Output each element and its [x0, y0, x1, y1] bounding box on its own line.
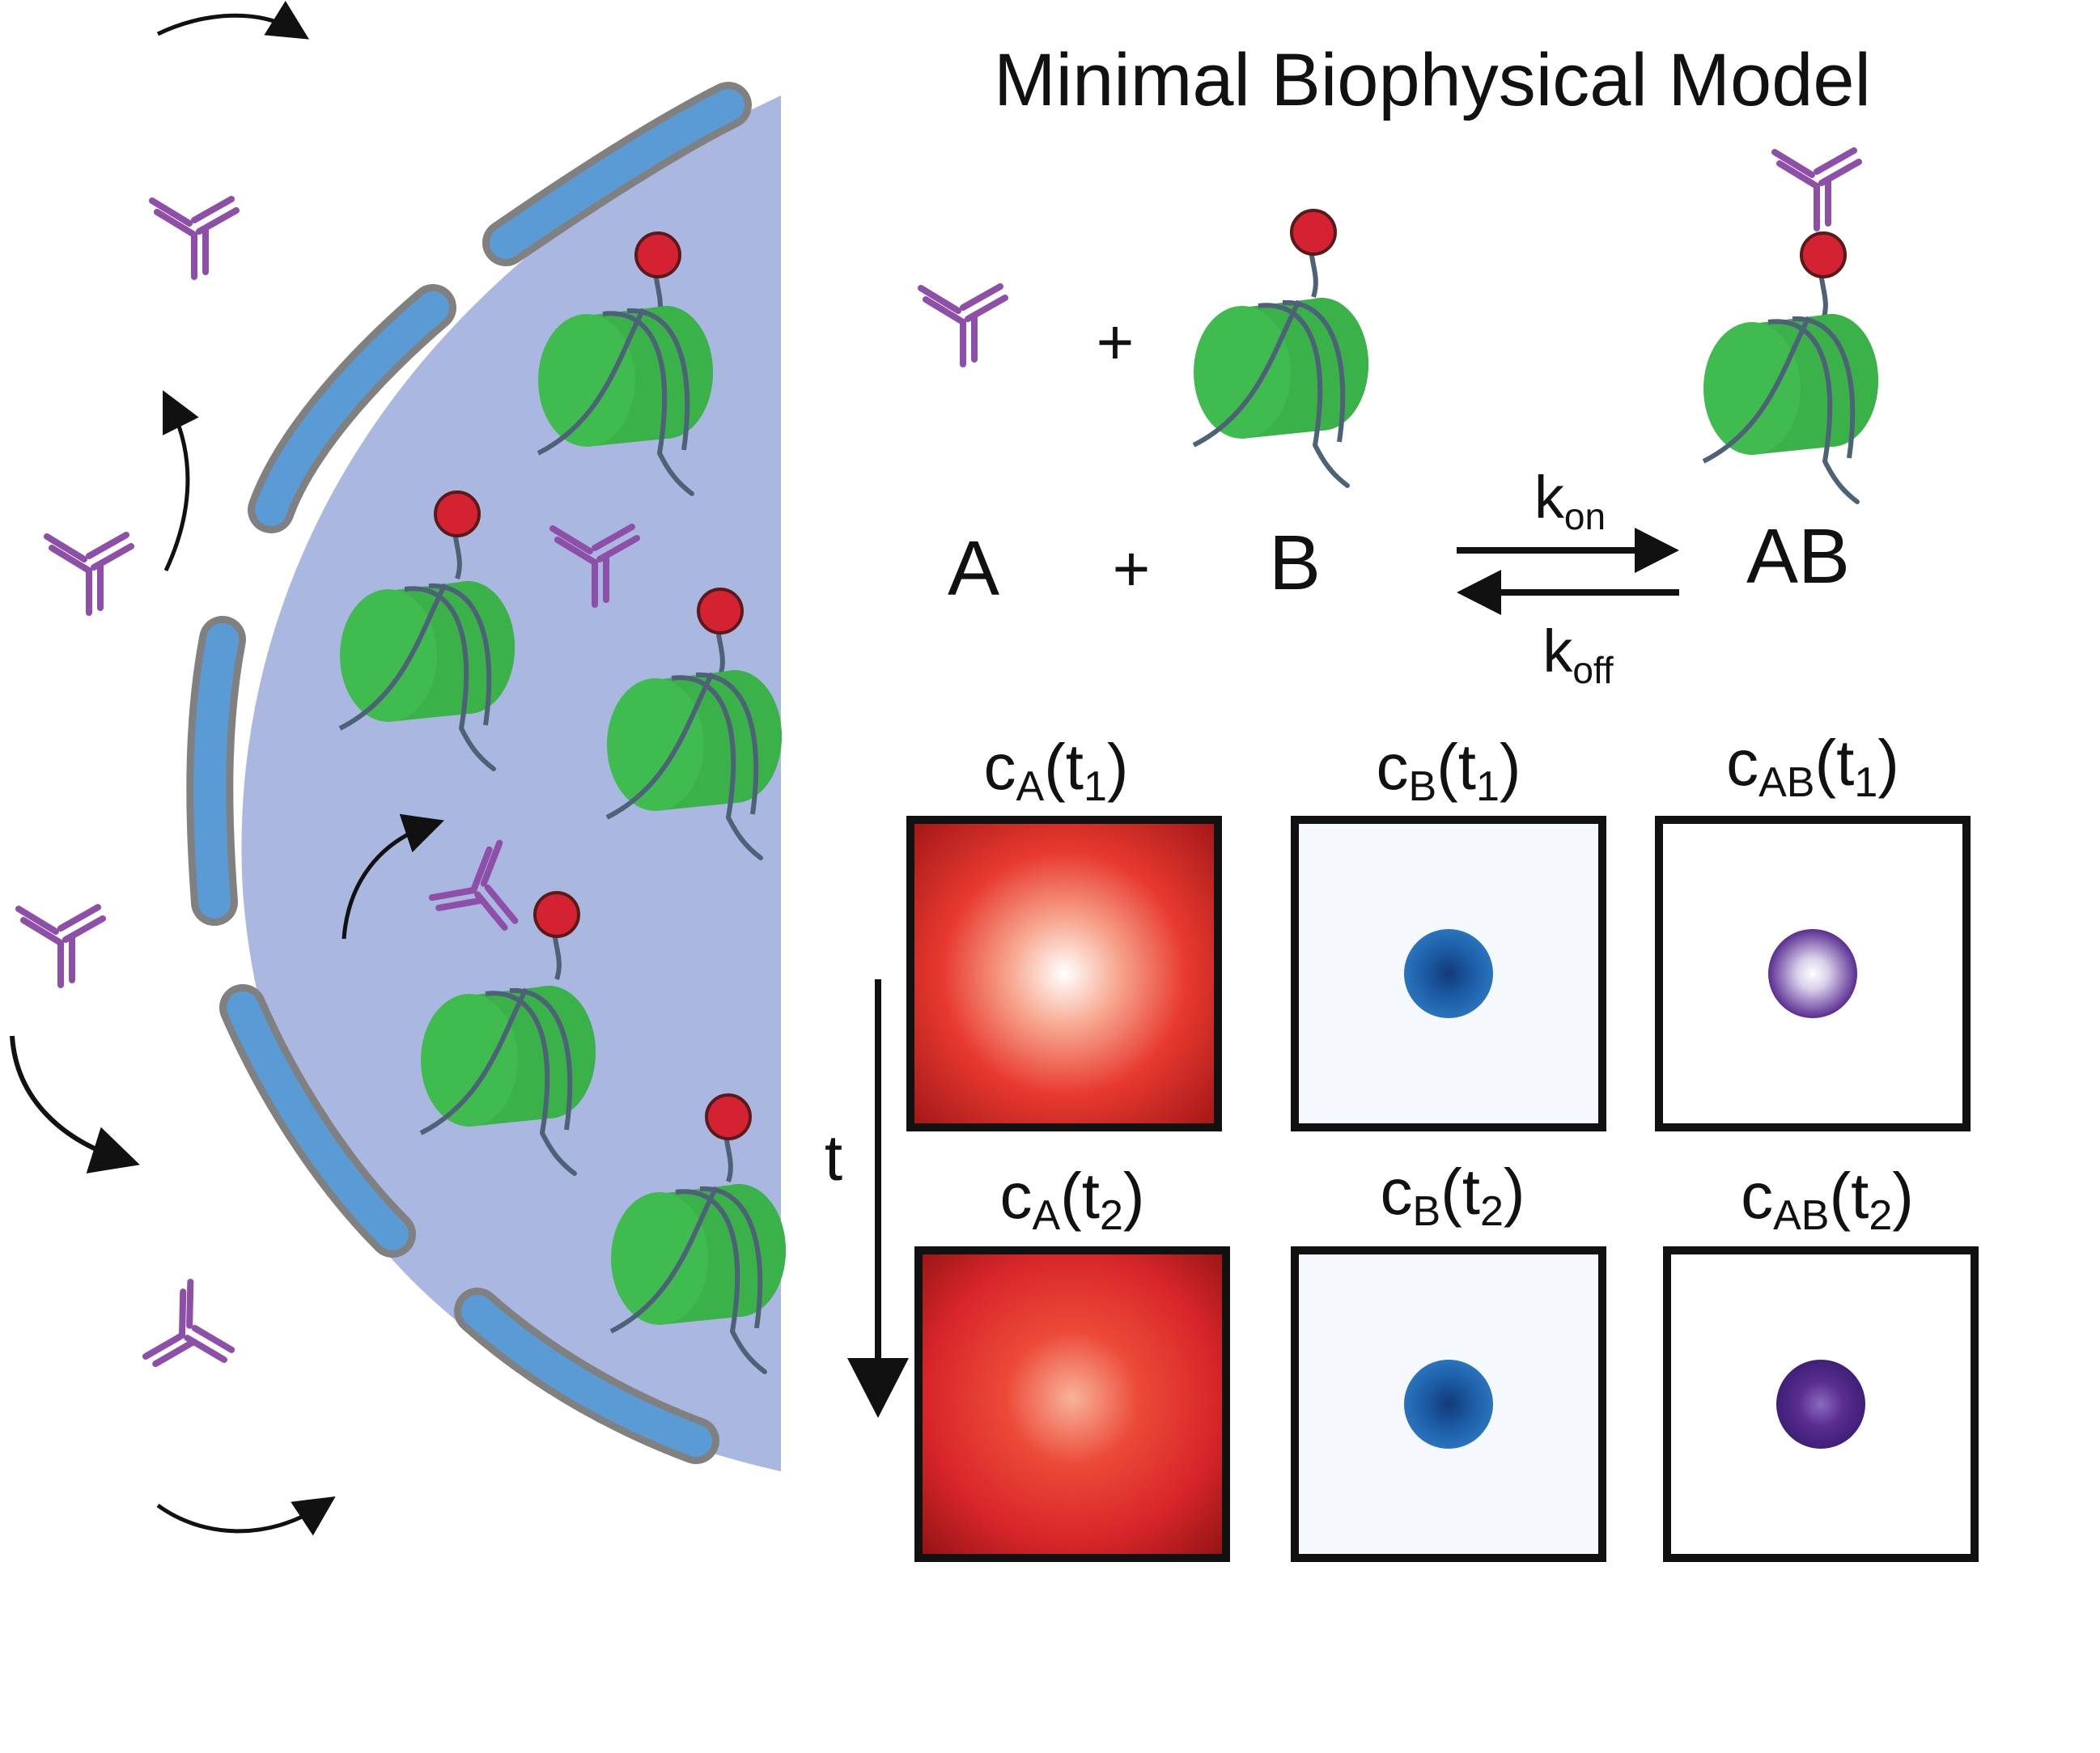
antibody-icon [125, 1281, 234, 1393]
nucleosome-spot [1404, 1360, 1493, 1449]
nuclear-envelope [186, 82, 752, 1464]
concentration-panel-ca-t1 [906, 816, 1222, 1131]
plus-sign: + [1097, 306, 1135, 378]
panel-title-cab-t2: cAB(t2) [1741, 1160, 1914, 1239]
panel-title-cb-t2: cB(t2) [1380, 1156, 1525, 1235]
k-on-label: kon [1534, 464, 1606, 537]
diffusion-arrow-icon [163, 390, 199, 572]
panel-title-cb-t1: cB(t1) [1376, 731, 1521, 810]
complex-spot [1768, 929, 1857, 1018]
reverse-arrowhead [1457, 570, 1501, 615]
diffusion-arrow-icon [10, 1035, 140, 1174]
diffusion-arrow-icon [342, 813, 444, 940]
time-axis-label: t [825, 1122, 842, 1194]
species-b-label: B [1269, 520, 1321, 606]
diffusion-arrow-icon [156, 0, 309, 40]
nucleosome-spot [1404, 929, 1493, 1018]
time-axis: t [825, 979, 909, 1418]
panel-title-cab-t1: cAB(t1) [1726, 727, 1899, 806]
concentration-panel-cab-t1 [1655, 816, 1971, 1131]
concentration-panel-cb-t2 [1291, 1246, 1606, 1562]
diffusion-arrows [10, 0, 444, 1536]
antibody-icon [152, 199, 236, 277]
nucleosome-icon [1194, 210, 1368, 486]
complex-icon [1703, 151, 1878, 502]
antibody-icon [47, 535, 131, 613]
antibody-icon [19, 907, 103, 985]
k-off-label: koff [1542, 618, 1614, 691]
panel-title-ca-t2: cA(t2) [999, 1160, 1144, 1239]
antibody-icon [921, 287, 1005, 364]
complex-spot [1776, 1360, 1865, 1449]
species-a-label: A [948, 525, 999, 612]
concentration-panel-cb-t1 [1291, 816, 1606, 1131]
panel-title-ca-t1: cA(t1) [983, 731, 1128, 810]
concentration-panel-ca-t2 [914, 1246, 1230, 1562]
product-label: AB [1746, 513, 1850, 600]
figure-title: Minimal Biophysical Model [994, 39, 1871, 121]
nucleus-illustration [10, 0, 786, 1536]
forward-arrowhead [1635, 528, 1679, 573]
reaction-icons: + [921, 151, 1878, 502]
diffusion-arrow-icon [156, 1496, 336, 1536]
reaction-equation: A + B AB kon koff [948, 464, 1850, 691]
concentration-panel-cab-t2 [1663, 1246, 1979, 1562]
plus-sign: + [1113, 533, 1151, 605]
